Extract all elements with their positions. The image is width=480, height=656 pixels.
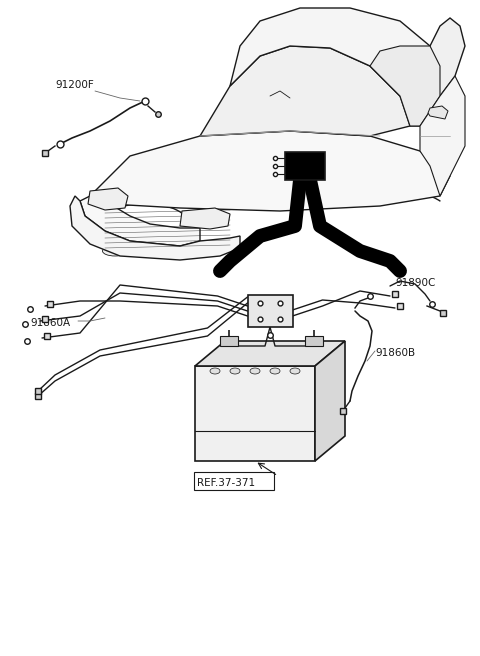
Bar (305, 336, 323, 346)
Text: 91860A: 91860A (30, 318, 70, 328)
Ellipse shape (230, 368, 240, 374)
Polygon shape (88, 188, 128, 210)
Polygon shape (370, 46, 440, 126)
Polygon shape (195, 366, 315, 461)
Polygon shape (420, 76, 465, 196)
Bar (248, 295, 292, 327)
Bar (220, 336, 238, 346)
Text: 91860B: 91860B (375, 348, 415, 358)
FancyBboxPatch shape (194, 472, 274, 490)
Text: 91200F: 91200F (55, 80, 94, 90)
Ellipse shape (103, 246, 128, 256)
Polygon shape (70, 196, 240, 260)
Text: REF.37-371: REF.37-371 (197, 478, 255, 488)
Text: REF.37-371: REF.37-371 (197, 478, 255, 488)
Polygon shape (180, 208, 230, 229)
Polygon shape (315, 341, 345, 461)
Polygon shape (80, 196, 200, 246)
Ellipse shape (290, 368, 300, 374)
Ellipse shape (210, 368, 220, 374)
Text: 91890C: 91890C (395, 278, 435, 288)
Ellipse shape (250, 368, 260, 374)
Polygon shape (410, 18, 465, 126)
Polygon shape (195, 341, 345, 366)
Polygon shape (90, 131, 450, 211)
Polygon shape (200, 46, 410, 136)
Ellipse shape (270, 368, 280, 374)
Bar (285, 152, 325, 180)
Polygon shape (230, 8, 430, 96)
Polygon shape (428, 106, 448, 119)
